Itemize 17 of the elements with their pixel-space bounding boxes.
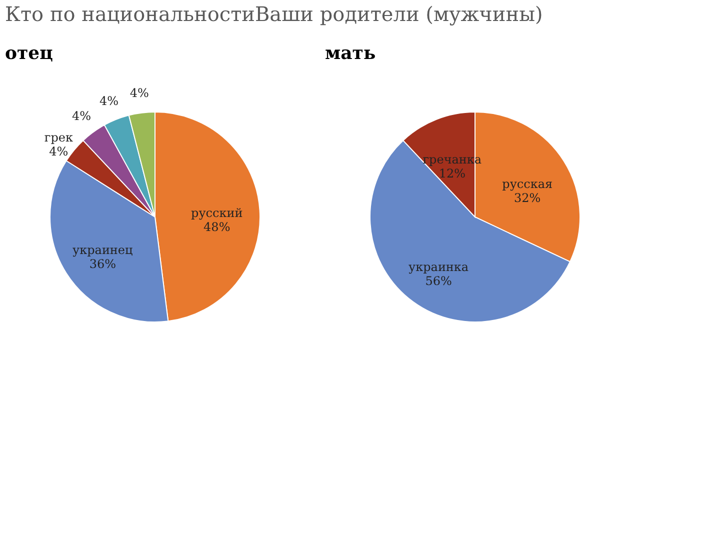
chart-title: отец	[5, 43, 53, 64]
slice-label: русский	[191, 206, 243, 220]
slice-label: украинец	[72, 243, 134, 258]
data-label: 32%	[514, 190, 541, 205]
chart-title: мать	[325, 43, 376, 64]
data-label: 56%	[425, 274, 452, 288]
data-label: 4%	[99, 94, 119, 108]
data-label: 12%	[438, 166, 466, 180]
data-label: 48%	[204, 220, 230, 234]
data-label: 4%	[72, 108, 92, 123]
slice-label: русская	[502, 176, 553, 191]
data-label: 4%	[130, 86, 149, 100]
data-label: 4%	[49, 144, 68, 158]
data-label: 36%	[89, 257, 116, 272]
slice-label: грек	[44, 130, 74, 144]
text: Кто по национальностиВаши родители (мужчины)	[5, 2, 543, 26]
slice-label: украинка	[408, 260, 469, 274]
